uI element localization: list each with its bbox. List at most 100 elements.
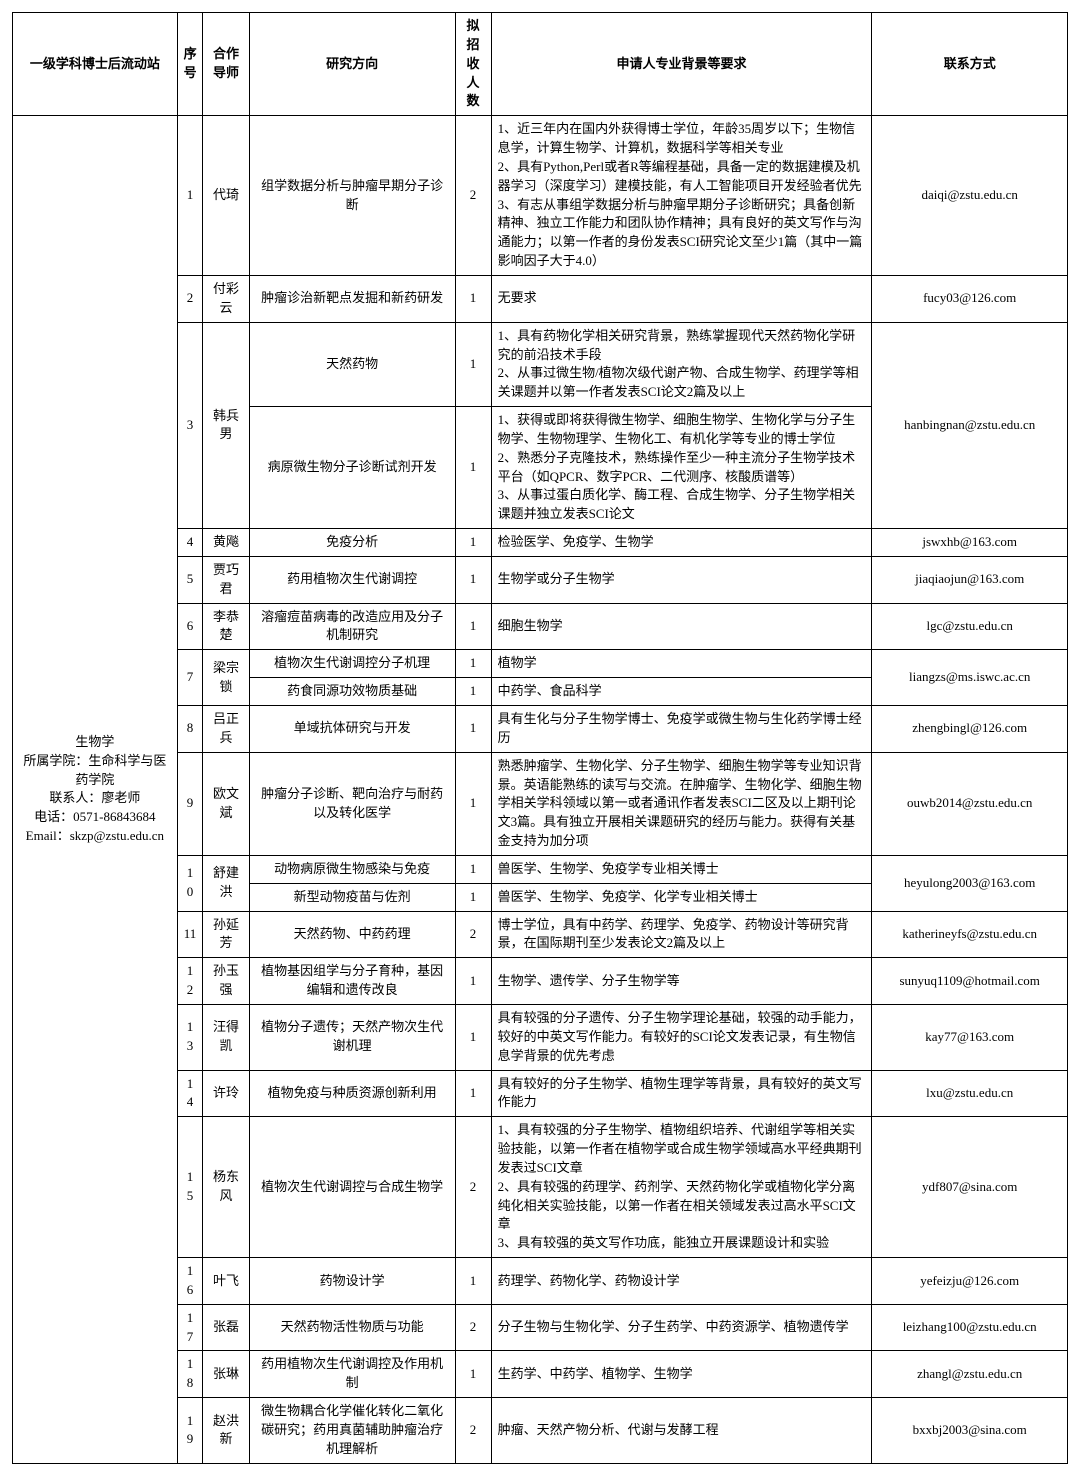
seq: 4	[177, 529, 203, 557]
direction: 植物分子遗传；天然产物次生代谢机理	[249, 1004, 455, 1070]
num: 1	[455, 855, 491, 883]
advisor: 孙延芳	[203, 911, 249, 958]
num: 1	[455, 678, 491, 706]
req: 1、近三年内在国内外获得博士学位，年龄35周岁以下；生物信息学，计算生物学、计算…	[491, 116, 872, 276]
hdr-num: 拟招收人数	[455, 13, 491, 116]
num: 1	[455, 1258, 491, 1305]
direction: 植物次生代谢调控分子机理	[249, 650, 455, 678]
contact: ouwb2014@zstu.edu.cn	[872, 752, 1068, 855]
direction: 新型动物疫苗与佐剂	[249, 883, 455, 911]
num: 1	[455, 322, 491, 406]
advisor: 黄飚	[203, 529, 249, 557]
seq: 17	[177, 1304, 203, 1351]
req: 具有生化与分子生物学博士、免疫学或微生物与生化药学博士经历	[491, 706, 872, 753]
req: 博士学位，具有中药学、药理学、免疫学、药物设计等研究背景，在国际期刊至少发表论文…	[491, 911, 872, 958]
req: 生物学、遗传学、分子生物学等	[491, 958, 872, 1005]
direction: 动物病原微生物感染与免疫	[249, 855, 455, 883]
station-cell: 生物学 所属学院：生命科学与医药学院 联系人：廖老师 电话：0571-86843…	[13, 116, 178, 1463]
advisor: 赵洪新	[203, 1398, 249, 1464]
num: 2	[455, 1398, 491, 1464]
num: 1	[455, 1351, 491, 1398]
advisor: 付彩云	[203, 275, 249, 322]
req: 植物学	[491, 650, 872, 678]
direction: 微生物耦合化学催化转化二氧化碳研究；药用真菌辅助肿瘤治疗机理解析	[249, 1398, 455, 1464]
direction: 病原微生物分子诊断试剂开发	[249, 407, 455, 529]
contact: yefeizju@126.com	[872, 1258, 1068, 1305]
req: 肿瘤、天然产物分析、代谢与发酵工程	[491, 1398, 872, 1464]
advisor: 杨东风	[203, 1117, 249, 1258]
req: 中药学、食品科学	[491, 678, 872, 706]
req: 生物学或分子生物学	[491, 556, 872, 603]
header-row: 一级学科博士后流动站 序号 合作导师 研究方向 拟招收人数 申请人专业背景等要求…	[13, 13, 1068, 116]
hdr-advisor: 合作导师	[203, 13, 249, 116]
advisor: 代琦	[203, 116, 249, 276]
contact: ydf807@sina.com	[872, 1117, 1068, 1258]
req: 生药学、中药学、植物学、生物学	[491, 1351, 872, 1398]
req: 无要求	[491, 275, 872, 322]
seq: 18	[177, 1351, 203, 1398]
contact: zhangl@zstu.edu.cn	[872, 1351, 1068, 1398]
direction: 植物基因组学与分子育种，基因编辑和遗传改良	[249, 958, 455, 1005]
direction: 肿瘤诊治新靶点发掘和新药研发	[249, 275, 455, 322]
advisor: 张琳	[203, 1351, 249, 1398]
req: 熟悉肿瘤学、生物化学、分子生物学、细胞生物学等专业知识背景。英语能熟练的读写与交…	[491, 752, 872, 855]
direction: 药物设计学	[249, 1258, 455, 1305]
direction: 天然药物	[249, 322, 455, 406]
num: 1	[455, 1070, 491, 1117]
seq: 1	[177, 116, 203, 276]
direction: 免疫分析	[249, 529, 455, 557]
req: 具有较强的分子遗传、分子生物学理论基础，较强的动手能力，较好的中英文写作能力。有…	[491, 1004, 872, 1070]
direction: 药用植物次生代谢调控及作用机制	[249, 1351, 455, 1398]
req: 1、获得或即将获得微生物学、细胞生物学、生物化学与分子生物学、生物物理学、生物化…	[491, 407, 872, 529]
hdr-station: 一级学科博士后流动站	[13, 13, 178, 116]
direction: 植物免疫与种质资源创新利用	[249, 1070, 455, 1117]
num: 2	[455, 116, 491, 276]
table-row: 生物学 所属学院：生命科学与医药学院 联系人：廖老师 电话：0571-86843…	[13, 116, 1068, 276]
seq: 13	[177, 1004, 203, 1070]
direction: 组学数据分析与肿瘤早期分子诊断	[249, 116, 455, 276]
seq: 8	[177, 706, 203, 753]
advisor: 孙玉强	[203, 958, 249, 1005]
seq: 3	[177, 322, 203, 528]
seq: 16	[177, 1258, 203, 1305]
contact: fucy03@126.com	[872, 275, 1068, 322]
direction: 天然药物活性物质与功能	[249, 1304, 455, 1351]
num: 2	[455, 911, 491, 958]
req: 兽医学、生物学、免疫学专业相关博士	[491, 855, 872, 883]
num: 2	[455, 1117, 491, 1258]
req: 1、具有药物化学相关研究背景，熟练掌握现代天然药物化学研究的前沿技术手段 2、从…	[491, 322, 872, 406]
contact: zhengbingl@126.com	[872, 706, 1068, 753]
advisor: 张磊	[203, 1304, 249, 1351]
num: 1	[455, 556, 491, 603]
num: 1	[455, 603, 491, 650]
contact: hanbingnan@zstu.edu.cn	[872, 322, 1068, 528]
num: 2	[455, 1304, 491, 1351]
contact: leizhang100@zstu.edu.cn	[872, 1304, 1068, 1351]
num: 1	[455, 883, 491, 911]
hdr-req: 申请人专业背景等要求	[491, 13, 872, 116]
num: 1	[455, 706, 491, 753]
advisor: 韩兵男	[203, 322, 249, 528]
seq: 15	[177, 1117, 203, 1258]
direction: 单域抗体研究与开发	[249, 706, 455, 753]
contact: sunyuq1109@hotmail.com	[872, 958, 1068, 1005]
seq: 19	[177, 1398, 203, 1464]
seq: 5	[177, 556, 203, 603]
contact: jswxhb@163.com	[872, 529, 1068, 557]
advisor: 许玲	[203, 1070, 249, 1117]
seq: 9	[177, 752, 203, 855]
advisor: 舒建洪	[203, 855, 249, 911]
num: 1	[455, 407, 491, 529]
seq: 12	[177, 958, 203, 1005]
direction: 植物次生代谢调控与合成生物学	[249, 1117, 455, 1258]
req: 细胞生物学	[491, 603, 872, 650]
advisor: 汪得凯	[203, 1004, 249, 1070]
advisor: 李恭楚	[203, 603, 249, 650]
req: 具有较好的分子生物学、植物生理学等背景，具有较好的英文写作能力	[491, 1070, 872, 1117]
contact: katherineyfs@zstu.edu.cn	[872, 911, 1068, 958]
direction: 药食同源功效物质基础	[249, 678, 455, 706]
contact: lgc@zstu.edu.cn	[872, 603, 1068, 650]
advisor: 欧文斌	[203, 752, 249, 855]
req: 检验医学、免疫学、生物学	[491, 529, 872, 557]
direction: 药用植物次生代谢调控	[249, 556, 455, 603]
